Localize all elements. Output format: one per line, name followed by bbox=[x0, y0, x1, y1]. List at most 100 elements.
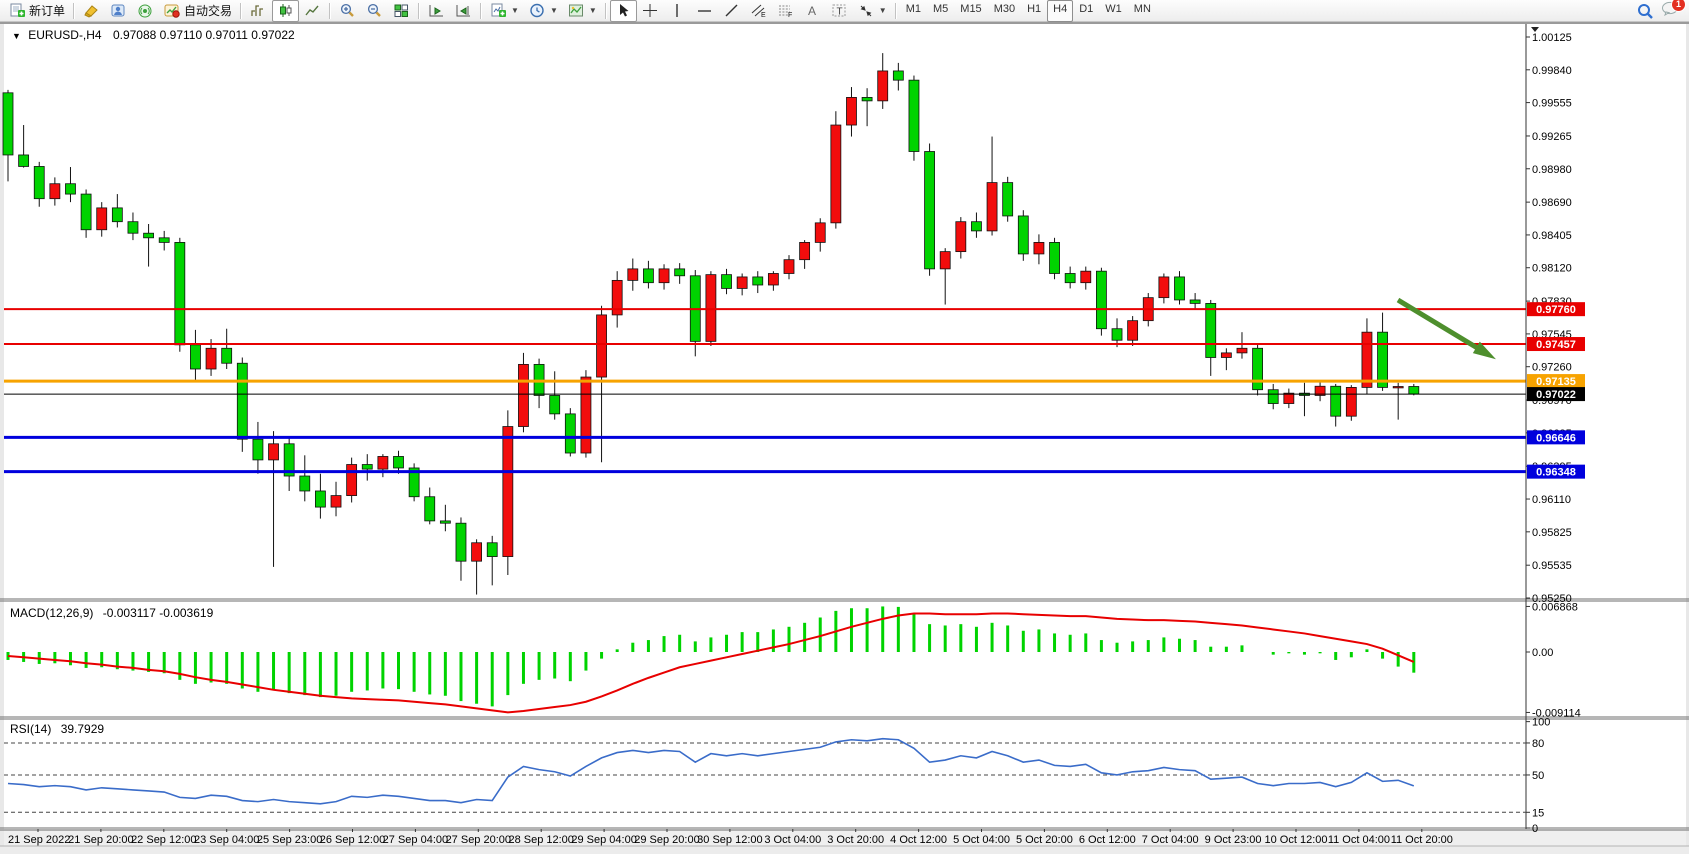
date-tick-label[interactable]: 23 Sep 04:00 bbox=[194, 834, 259, 846]
periods-button[interactable]: ▼ bbox=[524, 0, 563, 22]
candle-bull bbox=[736, 276, 748, 289]
chart-shift-icon bbox=[455, 3, 472, 18]
candle-bull bbox=[330, 495, 342, 508]
trendline-icon bbox=[723, 3, 740, 18]
date-tick-label[interactable]: 21 Sep 20:00 bbox=[68, 834, 133, 846]
date-tick-label[interactable]: 3 Oct 04:00 bbox=[764, 834, 821, 846]
date-tick-label[interactable]: 28 Sep 12:00 bbox=[508, 834, 573, 846]
candle-bear bbox=[674, 268, 686, 277]
date-tick-label[interactable]: 3 Oct 20:00 bbox=[827, 834, 884, 846]
date-tick-label[interactable]: 9 Oct 23:00 bbox=[1205, 834, 1262, 846]
bar-chart-mode-button[interactable] bbox=[245, 0, 272, 22]
chart-window[interactable]: ▼ EURUSD-,H4 0.97088 0.97110 0.97011 0.9… bbox=[0, 22, 1689, 854]
text-label-tool-button[interactable]: T bbox=[826, 0, 853, 22]
candle-bear bbox=[393, 456, 404, 469]
date-tick-label[interactable]: 26 Sep 12:00 bbox=[320, 834, 385, 846]
candle-bear bbox=[314, 490, 326, 508]
price-tick-label: 0.99555 bbox=[1532, 98, 1572, 110]
candle-bear bbox=[924, 151, 935, 270]
rsi-tick-label: 80 bbox=[1532, 738, 1544, 750]
arrows-tool-button[interactable]: ▼ bbox=[853, 0, 892, 22]
price-tick-label: 1.00125 bbox=[1532, 32, 1572, 44]
line-chart-mode-button[interactable] bbox=[299, 0, 326, 22]
zoom-in-button[interactable] bbox=[334, 0, 361, 22]
crosshair-tool-button[interactable] bbox=[637, 0, 664, 22]
rsi-panel-label: RSI(14) 39.7929 bbox=[10, 722, 104, 736]
date-tick-label[interactable]: 11 Oct 04:00 bbox=[1328, 834, 1390, 846]
fibonacci-tool-button[interactable]: F bbox=[772, 0, 799, 22]
timeframe-button-h1[interactable]: H1 bbox=[1027, 2, 1042, 15]
candle-bull bbox=[830, 124, 842, 224]
candle-bear bbox=[190, 344, 201, 370]
bottom-scroll-strip[interactable] bbox=[0, 846, 1689, 854]
new-order-button[interactable]: 新订单 bbox=[4, 0, 70, 22]
date-tick-label[interactable]: 22 Sep 12:00 bbox=[131, 834, 196, 846]
new-chart-button[interactable]: ▼ bbox=[485, 0, 524, 22]
text-icon: A bbox=[804, 3, 821, 18]
macd-current-values: -0.003117 -0.003619 bbox=[102, 606, 214, 620]
search-icon[interactable] bbox=[1636, 3, 1653, 19]
annotation-arrow-line[interactable] bbox=[1396, 297, 1486, 355]
date-tick-label[interactable]: 30 Sep 12:00 bbox=[697, 834, 762, 846]
clock-icon bbox=[529, 3, 546, 18]
templates-button[interactable]: ▼ bbox=[563, 0, 602, 22]
new-order-icon bbox=[9, 3, 26, 18]
channel-tool-button[interactable]: E bbox=[745, 0, 772, 22]
date-tick-label[interactable]: 6 Oct 12:00 bbox=[1079, 834, 1136, 846]
horizontal-line-tool-button[interactable] bbox=[691, 0, 718, 22]
timeframe-button-m15[interactable]: M15 bbox=[960, 2, 982, 15]
timeframe-button-d1[interactable]: D1 bbox=[1079, 2, 1094, 15]
date-tick-label[interactable]: 29 Sep 04:00 bbox=[571, 834, 636, 846]
date-tick-label[interactable]: 10 Oct 12:00 bbox=[1265, 834, 1328, 846]
trendline-tool-button[interactable] bbox=[718, 0, 745, 22]
date-tick-label[interactable]: 25 Sep 23:00 bbox=[257, 834, 322, 846]
auto-trading-button[interactable]: 自动交易 bbox=[159, 0, 237, 22]
market-watch-button[interactable] bbox=[78, 0, 105, 22]
svg-text:F: F bbox=[788, 12, 792, 18]
candle-bear bbox=[564, 413, 576, 454]
timeframe-button-m30[interactable]: M30 bbox=[993, 2, 1016, 15]
price-badge-label: 0.97135 bbox=[1536, 376, 1576, 388]
accounts-button[interactable] bbox=[105, 0, 132, 22]
price-chart-canvas[interactable]: 1.00125 0.99840 0.99555 0.99265 0.98980 0.986… bbox=[0, 22, 1689, 854]
candlestick-mode-button[interactable] bbox=[272, 0, 300, 22]
timeframe-button-w1[interactable]: W1 bbox=[1105, 2, 1122, 15]
date-tick-label[interactable]: 27 Sep 20:00 bbox=[446, 834, 511, 846]
vertical-line-icon bbox=[669, 3, 686, 18]
date-tick-label[interactable]: 5 Oct 04:00 bbox=[953, 834, 1010, 846]
vertical-line-tool-button[interactable] bbox=[664, 0, 691, 22]
date-tick-label[interactable]: 21 Sep 2022 bbox=[8, 834, 70, 846]
date-tick-label[interactable]: 4 Oct 12:00 bbox=[890, 834, 947, 846]
timeframe-button-h4[interactable]: H4 bbox=[1047, 0, 1074, 22]
date-tick-label[interactable]: 29 Sep 20:00 bbox=[634, 834, 699, 846]
candle-bull bbox=[1033, 242, 1045, 255]
candle-bear bbox=[143, 232, 154, 239]
chart-shift-button[interactable] bbox=[450, 0, 477, 22]
zoom-in-icon bbox=[339, 3, 356, 18]
candle-bear bbox=[1205, 303, 1217, 358]
svg-text:A: A bbox=[808, 4, 816, 18]
cursor-tool-button[interactable] bbox=[609, 0, 637, 22]
text-tool-button[interactable]: A bbox=[799, 0, 826, 22]
timeframe-button-m5[interactable]: M5 bbox=[933, 2, 949, 15]
date-tick-label[interactable]: 7 Oct 04:00 bbox=[1142, 834, 1199, 846]
chevron-down-icon: ▼ bbox=[511, 6, 519, 15]
auto-scroll-button[interactable] bbox=[423, 0, 450, 22]
candle-bear bbox=[971, 221, 982, 232]
candle-bear bbox=[721, 274, 732, 289]
date-tick-label[interactable]: 27 Sep 04:00 bbox=[383, 834, 448, 846]
chat-button[interactable]: 1 bbox=[1661, 0, 1686, 21]
ohlc-values: 0.97088 0.97110 0.97011 0.97022 bbox=[112, 28, 295, 42]
candle-bear bbox=[1049, 242, 1060, 274]
candle-bear bbox=[299, 475, 311, 492]
date-tick-label[interactable]: 11 Oct 20:00 bbox=[1391, 834, 1453, 846]
tile-windows-button[interactable] bbox=[388, 0, 415, 22]
zoom-out-button[interactable] bbox=[361, 0, 388, 22]
symbol-dropdown-icon[interactable]: ▼ bbox=[12, 31, 21, 41]
date-tick-label[interactable]: 5 Oct 20:00 bbox=[1016, 834, 1073, 846]
template-image-icon bbox=[568, 3, 585, 18]
signals-button[interactable] bbox=[132, 0, 159, 22]
price-badge bbox=[1527, 337, 1585, 352]
timeframe-button-mn[interactable]: MN bbox=[1133, 2, 1151, 15]
timeframe-button-m1[interactable]: M1 bbox=[905, 2, 921, 15]
